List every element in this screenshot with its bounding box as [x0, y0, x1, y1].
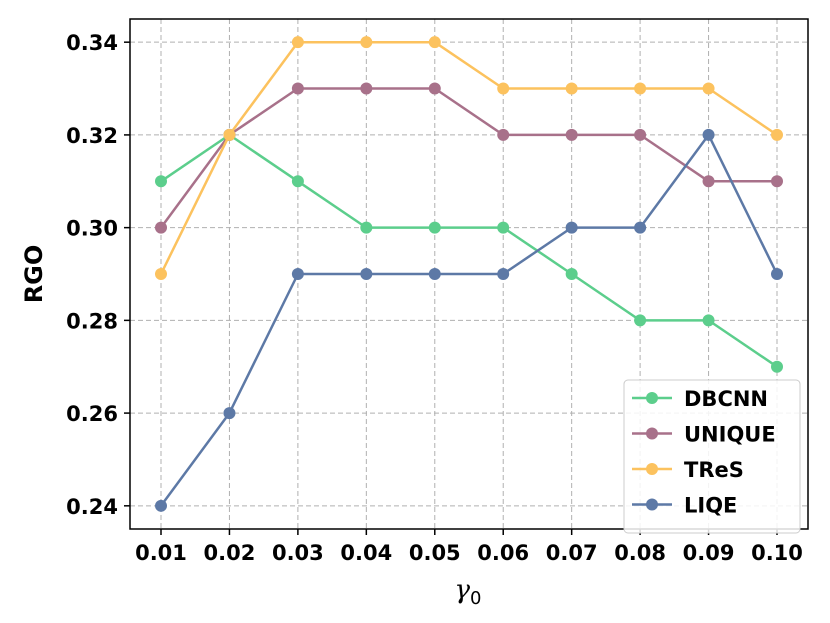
legend-label: LIQE	[684, 494, 737, 518]
y-tick-label: 0.34	[66, 31, 118, 55]
series-line-dbcnn	[160, 133, 778, 368]
data-point-dbcnn	[291, 175, 304, 188]
data-point-unique	[702, 175, 715, 188]
x-tick-label: 0.06	[477, 541, 529, 565]
legend-swatch-marker	[646, 463, 658, 475]
x-axis-symbol: γ	[455, 575, 471, 605]
x-tick-label: 0.05	[409, 541, 461, 565]
data-point-dbcnn	[497, 221, 510, 234]
legend: DBCNN UNIQUE TReS LIQE	[623, 379, 801, 534]
data-point-unique	[497, 128, 510, 141]
data-point-tres	[634, 82, 647, 95]
x-tick-label: 0.02	[204, 541, 256, 565]
data-point-unique	[360, 82, 373, 95]
x-tick-label: 0.03	[272, 541, 324, 565]
data-point-tres	[155, 268, 167, 280]
data-point-dbcnn	[428, 221, 441, 234]
data-point-liqe	[702, 128, 715, 141]
data-point-liqe	[155, 499, 167, 512]
data-point-unique	[155, 221, 167, 234]
legend-label: TReS	[684, 458, 744, 482]
data-point-tres	[360, 36, 373, 49]
data-point-unique	[291, 82, 304, 95]
x-tick-label: 0.10	[751, 541, 803, 565]
data-point-dbcnn	[702, 314, 715, 327]
data-point-tres	[223, 128, 236, 141]
data-point-unique	[634, 128, 647, 141]
data-point-tres	[497, 82, 510, 95]
y-axis-ticks: 0.24 0.26 0.28 0.30 0.32 0.34	[66, 31, 130, 519]
series-liqe	[155, 128, 783, 512]
legend-swatch-marker	[646, 392, 658, 404]
y-tick-label: 0.30	[66, 217, 118, 241]
data-point-dbcnn	[155, 175, 167, 188]
series-line-tres	[159, 40, 778, 275]
x-tick-label: 0.08	[614, 541, 666, 565]
y-tick-label: 0.26	[66, 402, 118, 426]
series-line-unique	[159, 87, 777, 229]
x-tick-label: 0.09	[683, 541, 735, 565]
y-tick-label: 0.28	[66, 309, 118, 333]
data-point-liqe	[565, 221, 578, 234]
data-point-tres	[428, 36, 441, 49]
data-point-unique	[565, 128, 578, 141]
legend-item: DBCNN	[632, 387, 768, 411]
legend-box	[623, 379, 801, 534]
series-lines	[155, 36, 783, 512]
x-axis-ticks: 0.01 0.02 0.03 0.04 0.05 0.06 0.07 0.08 0.09 0.10	[135, 529, 803, 565]
y-axis-title: RGO	[20, 245, 48, 304]
series-unique	[155, 82, 783, 234]
x-tick-label: 0.01	[135, 541, 187, 565]
data-point-liqe	[360, 268, 373, 280]
data-point-tres	[291, 36, 304, 49]
data-point-liqe	[291, 268, 304, 280]
data-point-unique	[771, 175, 783, 188]
legend-item: LIQE	[632, 494, 737, 518]
data-point-liqe	[634, 221, 647, 234]
series-line-liqe	[159, 133, 779, 507]
x-tick-label: 0.04	[340, 541, 392, 565]
data-point-dbcnn	[360, 221, 373, 234]
x-tick-label: 0.07	[546, 541, 598, 565]
data-point-liqe	[771, 268, 783, 280]
data-point-tres	[565, 82, 578, 95]
x-axis-title: γ0	[455, 575, 482, 609]
series-dbcnn	[155, 128, 783, 373]
data-point-dbcnn	[771, 360, 783, 373]
data-point-dbcnn	[634, 314, 647, 327]
plot-area	[129, 18, 809, 530]
data-point-tres	[771, 128, 783, 141]
y-tick-label: 0.24	[66, 495, 118, 519]
legend-label: UNIQUE	[684, 423, 776, 447]
data-point-unique	[428, 82, 441, 95]
legend-label: DBCNN	[684, 387, 768, 411]
data-point-dbcnn	[565, 268, 578, 280]
legend-item: TReS	[632, 458, 744, 482]
data-point-tres	[702, 82, 715, 95]
legend-swatch-marker	[646, 427, 658, 440]
legend-item: UNIQUE	[632, 423, 776, 447]
x-axis-subscript: 0	[470, 588, 481, 609]
y-tick-label: 0.32	[66, 124, 118, 148]
legend-swatch-marker	[646, 498, 658, 511]
data-point-liqe	[497, 268, 510, 280]
data-point-liqe	[223, 407, 236, 420]
data-point-liqe	[428, 268, 441, 280]
series-tres	[155, 36, 783, 280]
